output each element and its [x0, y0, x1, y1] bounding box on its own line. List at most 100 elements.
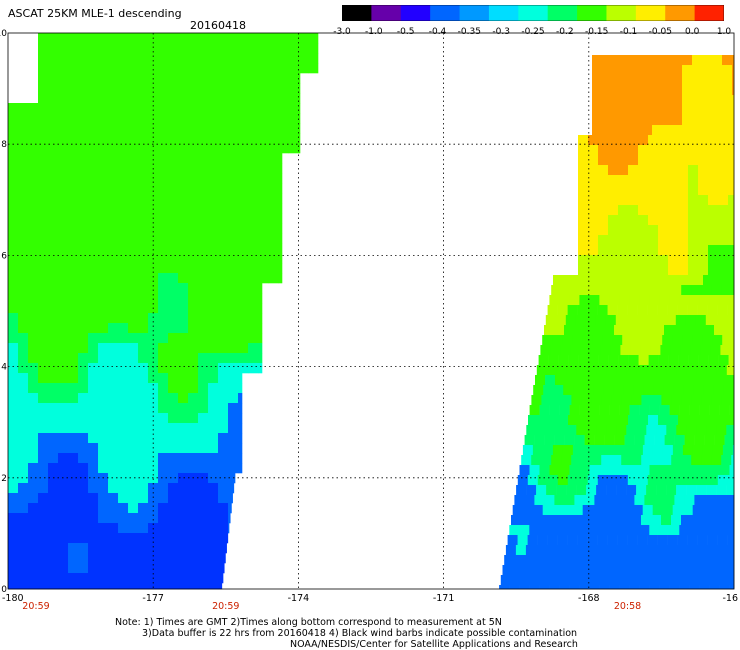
swath-cell [118, 353, 129, 364]
swath-cell [28, 573, 39, 584]
swath-cell [228, 503, 232, 514]
swath-cell [28, 303, 39, 314]
swath-cell [258, 83, 269, 94]
swath-cell [98, 323, 109, 334]
swath-cell [648, 195, 659, 206]
swath-cell [526, 485, 537, 496]
swath-cell [8, 573, 19, 584]
swath-cell [248, 93, 259, 104]
swath-cell [128, 353, 139, 364]
swath-cell [68, 353, 79, 364]
swath-cell [702, 115, 713, 126]
swath-cell [622, 105, 633, 116]
swath-cell [268, 113, 279, 124]
swath-cell [542, 505, 553, 516]
swath-cell [570, 575, 582, 586]
swath-cell [578, 215, 589, 226]
swath-cell [642, 445, 654, 456]
swath-cell [78, 433, 89, 444]
swath-cell [586, 365, 598, 376]
swath-cell [649, 465, 660, 476]
swath-cell [638, 145, 649, 156]
swath-cell [8, 373, 19, 384]
swath-cell [622, 55, 633, 66]
swath-cell [248, 203, 259, 214]
swath-cell [148, 463, 159, 474]
swath-cell [589, 585, 600, 590]
swath-cell [8, 533, 19, 544]
swath-cell [632, 55, 643, 66]
swath-cell [614, 435, 625, 446]
swath-cell [108, 263, 119, 274]
swath-cell [598, 185, 609, 196]
swath-cell [638, 135, 649, 146]
swath-cell [58, 283, 69, 294]
swath-cell [714, 435, 725, 446]
swath-cell [58, 483, 69, 494]
swath-cell [158, 403, 169, 414]
colorbar-tick-label: 1.0 [716, 27, 732, 37]
swath-cell [560, 345, 571, 356]
swath-cell [8, 143, 19, 154]
swath-cell [606, 365, 618, 376]
swath-cell [622, 115, 633, 126]
swath-cell [148, 43, 159, 54]
swath-cell [208, 253, 219, 264]
swath-cell [720, 345, 731, 356]
swath-cell [158, 523, 169, 534]
swath-cell [78, 543, 89, 554]
swath-cell [198, 353, 209, 364]
swath-cell [158, 173, 169, 184]
swath-cell [722, 125, 733, 136]
swath-cell [527, 475, 539, 486]
swath-cell [228, 383, 239, 394]
swath-cell [682, 125, 693, 136]
swath-cell [728, 355, 735, 366]
swath-cell [218, 343, 229, 354]
swath-cell [228, 213, 239, 224]
swath-cell [658, 265, 669, 276]
swath-cell [38, 433, 49, 444]
swath-cell [218, 163, 229, 174]
swath-cell [669, 405, 680, 416]
swath-cell [718, 245, 729, 256]
swath-cell [674, 325, 685, 336]
swath-cell [68, 453, 79, 464]
swath-cell [208, 243, 219, 254]
swath-cell [78, 533, 89, 544]
swath-cell [731, 395, 735, 406]
swath-cell [658, 215, 669, 226]
swath-cell [198, 33, 209, 44]
swath-cell [68, 53, 79, 64]
swath-cell [188, 73, 199, 84]
swath-cell [218, 233, 229, 244]
swath-cell [178, 473, 189, 484]
swath-cell [577, 535, 588, 546]
swath-cell [638, 185, 649, 196]
swath-cell [722, 55, 733, 66]
swath-cell [658, 245, 669, 256]
swath-cell [228, 123, 239, 134]
swath-cell [48, 343, 59, 354]
swath-cell [128, 363, 139, 374]
swath-cell [158, 83, 169, 94]
swath-cell [148, 403, 159, 414]
swath-cell [565, 315, 577, 326]
swath-cell [38, 263, 49, 274]
swath-cell [28, 413, 39, 424]
swath-cell [228, 443, 239, 454]
swath-cell [148, 513, 159, 524]
swath-cell [208, 493, 219, 504]
swath-cell [705, 315, 717, 326]
swath-cell [228, 323, 239, 334]
swath-cell [258, 273, 269, 284]
swath-cell [700, 575, 712, 586]
swath-cell [108, 73, 119, 84]
swath-cell [559, 585, 570, 590]
swath-cell [118, 253, 129, 264]
swath-cell [178, 453, 189, 464]
swath-cell [278, 233, 283, 244]
swath-cell [695, 315, 707, 326]
swath-cell [702, 65, 713, 76]
swath-cell [168, 453, 179, 464]
